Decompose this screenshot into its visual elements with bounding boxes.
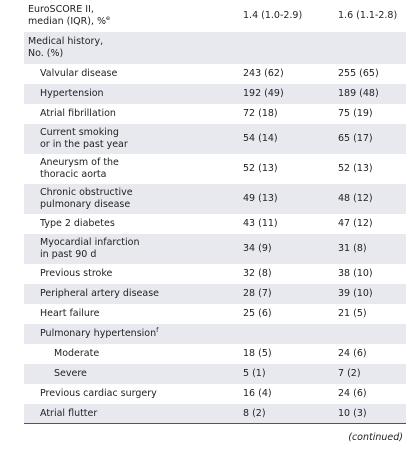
row-label-cell: Heart failure xyxy=(24,304,239,324)
row-label-cell: Previous stroke xyxy=(24,264,239,284)
value-cell: 39 (10) xyxy=(334,284,406,304)
value-cell: 34 (9) xyxy=(239,234,334,264)
value-cell: 18 (5) xyxy=(243,348,272,359)
row-label: Heart failure xyxy=(40,308,100,319)
row-label-cell: EuroSCORE II, median (IQR), %e xyxy=(24,0,239,32)
table-row: Previous stroke 32 (8) 38 (10) xyxy=(24,264,406,284)
footnote-marker: e xyxy=(106,13,110,22)
table-row: Moderate 18 (5) 24 (6) xyxy=(24,344,406,364)
row-label: Aneurysm of the thoracic aorta xyxy=(40,157,119,180)
row-label: Atrial fibrillation xyxy=(40,108,116,119)
row-label-cell: Medical history, No. (%) xyxy=(24,32,239,64)
row-label-cell: Previous cardiac surgery xyxy=(24,384,239,404)
row-label-cell: Atrial fibrillation xyxy=(24,104,239,124)
table-row: Myocardial infarction in past 90 d 34 (9)… xyxy=(24,234,406,264)
row-label: Previous stroke xyxy=(40,268,113,279)
row-label: Hypertension xyxy=(40,88,104,99)
row-label: Severe xyxy=(54,368,87,379)
row-label-cell: Aneurysm of the thoracic aorta xyxy=(24,154,239,184)
row-label-cell: Severe xyxy=(24,364,239,384)
row-label: Valvular disease xyxy=(40,68,118,79)
value-cell: 1.6 (1.1-2.8) xyxy=(338,10,398,21)
value-cell: 47 (12) xyxy=(338,218,373,229)
row-label: Atrial flutter xyxy=(40,408,98,419)
row-label-cell: Pulmonary hypertensionf xyxy=(24,324,239,344)
value-cell: 192 (49) xyxy=(239,84,334,104)
table-row: Heart failure 25 (6) 21 (5) xyxy=(24,304,406,324)
table-row: Severe 5 (1) 7 (2) xyxy=(24,364,406,384)
value-cell: 38 (10) xyxy=(338,268,373,279)
table-row: Previous cardiac surgery 16 (4) 24 (6) xyxy=(24,384,406,404)
value-cell: 54 (14) xyxy=(239,124,334,154)
row-label: EuroSCORE II, median (IQR), % xyxy=(28,4,106,27)
row-label-cell: Moderate xyxy=(24,344,239,364)
value-cell: 28 (7) xyxy=(239,284,334,304)
value-cell: 52 (13) xyxy=(243,163,278,174)
table-row: Current smoking or in the past year 54 (1… xyxy=(24,124,406,154)
table: EuroSCORE II, median (IQR), %e 1.4 (1.0-2… xyxy=(24,0,406,424)
value-cell: 255 (65) xyxy=(338,68,379,79)
table-row: Atrial fibrillation 72 (18) 75 (19) xyxy=(24,104,406,124)
table-row: Medical history, No. (%) xyxy=(24,32,406,64)
value-cell: 24 (6) xyxy=(338,388,367,399)
value-cell: 49 (13) xyxy=(239,184,334,214)
row-label-cell: Myocardial infarction in past 90 d xyxy=(24,234,239,264)
value-cell: 25 (6) xyxy=(243,308,272,319)
value-cell: 32 (8) xyxy=(243,268,272,279)
row-label: Current smoking or in the past year xyxy=(40,127,128,150)
table-row: Chronic obstructive pulmonary disease 49 … xyxy=(24,184,406,214)
row-label-cell: Chronic obstructive pulmonary disease xyxy=(24,184,239,214)
value-cell: 31 (8) xyxy=(334,234,406,264)
value-cell: 72 (18) xyxy=(243,108,278,119)
table-row: Atrial flutter 8 (2) 10 (3) xyxy=(24,404,406,424)
value-cell: 8 (2) xyxy=(239,404,334,424)
value-cell: 43 (11) xyxy=(243,218,278,229)
value-cell xyxy=(334,32,406,64)
row-label: Chronic obstructive pulmonary disease xyxy=(40,187,133,210)
value-cell: 52 (13) xyxy=(338,163,373,174)
value-cell: 10 (3) xyxy=(334,404,406,424)
value-cell: 24 (6) xyxy=(338,348,367,359)
continued-note: (continued) xyxy=(348,432,403,443)
table-row: Type 2 diabetes 43 (11) 47 (12) xyxy=(24,214,406,234)
table-row: Peripheral artery disease 28 (7) 39 (10) xyxy=(24,284,406,304)
value-cell: 1.4 (1.0-2.9) xyxy=(243,10,303,21)
table-row: Pulmonary hypertensionf xyxy=(24,324,406,344)
value-cell: 189 (48) xyxy=(334,84,406,104)
row-label: Medical history, No. (%) xyxy=(28,36,104,59)
bottom-rule xyxy=(24,423,406,424)
value-cell: 16 (4) xyxy=(243,388,272,399)
footnote-marker: f xyxy=(156,325,159,334)
row-label: Peripheral artery disease xyxy=(40,288,159,299)
row-label-cell: Current smoking or in the past year xyxy=(24,124,239,154)
row-label: Moderate xyxy=(54,348,100,359)
row-label: Pulmonary hypertension xyxy=(40,328,157,339)
value-cell: 5 (1) xyxy=(239,364,334,384)
row-label-cell: Type 2 diabetes xyxy=(24,214,239,234)
table-row: Valvular disease 243 (62) 255 (65) xyxy=(24,64,406,84)
row-label: Previous cardiac surgery xyxy=(40,388,157,399)
row-label-cell: Atrial flutter xyxy=(24,404,239,424)
value-cell: 75 (19) xyxy=(338,108,373,119)
table-row: Hypertension 192 (49) 189 (48) xyxy=(24,84,406,104)
value-cell: 243 (62) xyxy=(243,68,284,79)
row-label: Myocardial infarction in past 90 d xyxy=(40,237,140,260)
value-cell: 65 (17) xyxy=(334,124,406,154)
value-cell: 7 (2) xyxy=(334,364,406,384)
row-label-cell: Peripheral artery disease xyxy=(24,284,239,304)
table-row: EuroSCORE II, median (IQR), %e 1.4 (1.0-2… xyxy=(24,0,406,32)
value-cell xyxy=(334,324,406,344)
value-cell: 21 (5) xyxy=(338,308,367,319)
row-label-cell: Hypertension xyxy=(24,84,239,104)
value-cell xyxy=(239,32,334,64)
row-label: Type 2 diabetes xyxy=(40,218,115,229)
value-cell xyxy=(239,324,334,344)
value-cell: 48 (12) xyxy=(334,184,406,214)
table-row: Aneurysm of the thoracic aorta 52 (13) 52 … xyxy=(24,154,406,184)
row-label-cell: Valvular disease xyxy=(24,64,239,84)
